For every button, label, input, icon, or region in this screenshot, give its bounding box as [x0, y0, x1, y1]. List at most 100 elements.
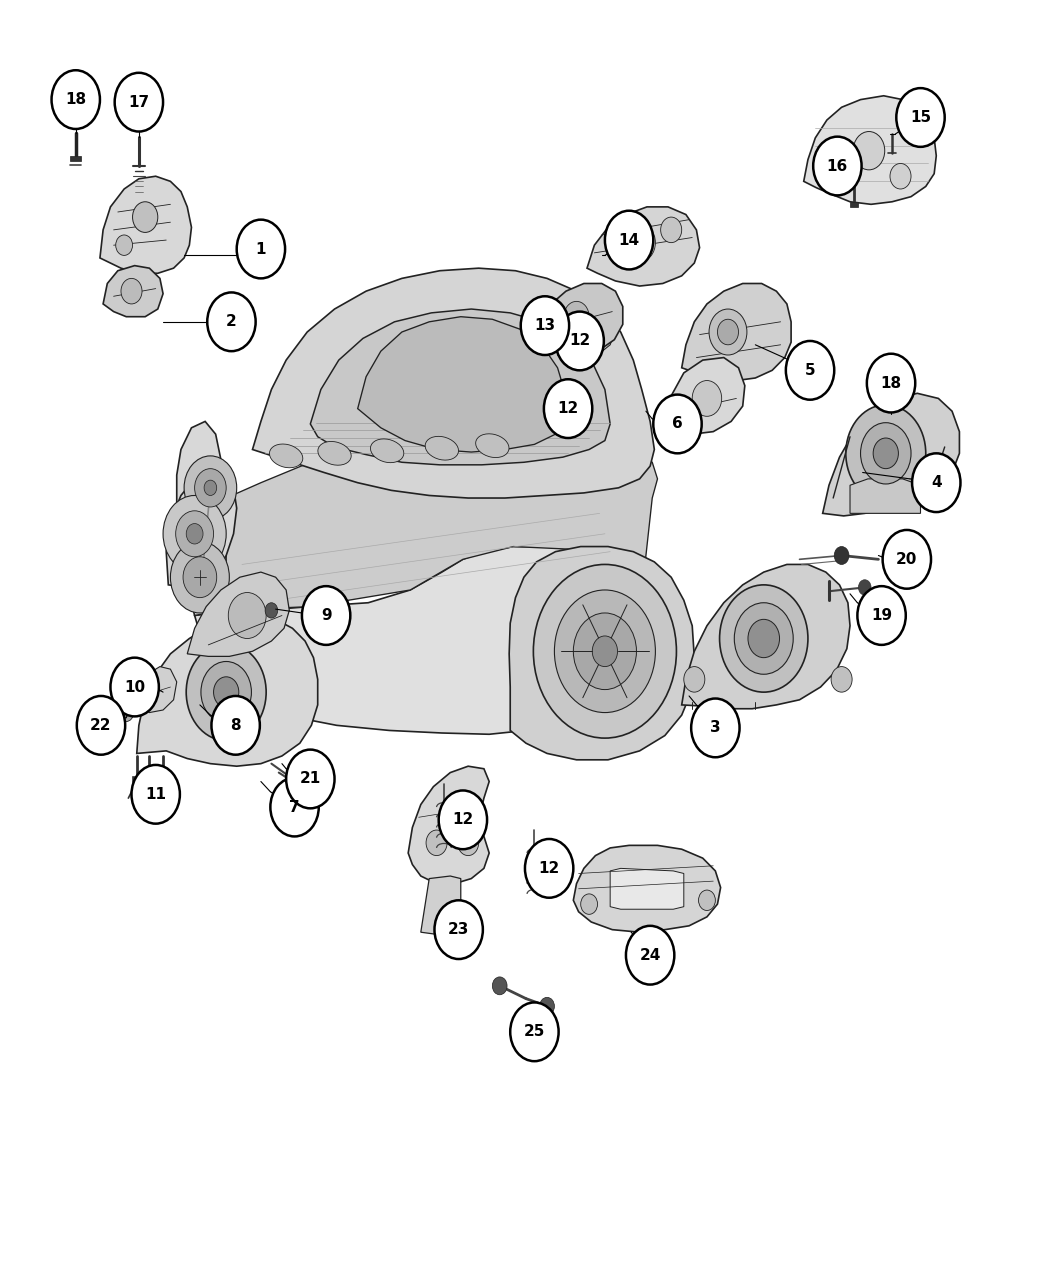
Circle shape	[709, 309, 747, 355]
Circle shape	[286, 750, 335, 808]
Polygon shape	[587, 207, 700, 286]
Circle shape	[132, 765, 180, 824]
Text: 17: 17	[128, 94, 149, 110]
Circle shape	[691, 699, 740, 757]
Circle shape	[265, 603, 278, 618]
Polygon shape	[132, 776, 142, 782]
Text: 10: 10	[124, 679, 145, 695]
Circle shape	[434, 900, 483, 959]
Circle shape	[861, 423, 911, 484]
Circle shape	[699, 890, 715, 911]
Circle shape	[119, 704, 134, 722]
Ellipse shape	[476, 434, 509, 457]
Circle shape	[883, 530, 931, 589]
Text: 11: 11	[145, 787, 166, 802]
Circle shape	[786, 341, 834, 400]
Polygon shape	[887, 434, 897, 439]
Circle shape	[492, 977, 507, 995]
Polygon shape	[166, 472, 237, 587]
Circle shape	[170, 541, 229, 613]
Polygon shape	[158, 776, 168, 782]
Text: 20: 20	[896, 552, 917, 567]
Polygon shape	[850, 479, 920, 513]
Circle shape	[684, 667, 705, 692]
Text: 18: 18	[65, 92, 86, 107]
Circle shape	[858, 580, 871, 595]
Polygon shape	[310, 309, 610, 465]
Ellipse shape	[318, 442, 351, 465]
Circle shape	[207, 292, 256, 351]
Polygon shape	[682, 283, 791, 381]
Text: 13: 13	[534, 318, 555, 333]
Polygon shape	[100, 176, 191, 273]
Circle shape	[525, 839, 573, 898]
Circle shape	[592, 636, 618, 667]
Circle shape	[564, 301, 589, 332]
Circle shape	[195, 469, 226, 507]
Circle shape	[286, 774, 299, 789]
Circle shape	[605, 211, 653, 269]
Circle shape	[626, 926, 674, 985]
Circle shape	[302, 586, 350, 645]
Text: 1: 1	[256, 241, 266, 257]
Circle shape	[186, 524, 203, 544]
Circle shape	[890, 163, 911, 189]
Polygon shape	[665, 358, 745, 434]
Text: 14: 14	[619, 232, 640, 248]
Polygon shape	[103, 266, 163, 317]
Polygon shape	[187, 572, 289, 656]
Circle shape	[116, 235, 133, 255]
Text: 12: 12	[558, 401, 579, 416]
Circle shape	[896, 88, 945, 147]
Ellipse shape	[269, 444, 303, 467]
Polygon shape	[177, 421, 226, 616]
Text: 22: 22	[90, 718, 112, 733]
Circle shape	[176, 511, 214, 557]
Polygon shape	[144, 776, 155, 782]
Text: 7: 7	[289, 799, 300, 815]
Text: 21: 21	[300, 771, 321, 787]
Circle shape	[573, 613, 636, 690]
Circle shape	[912, 453, 960, 512]
Circle shape	[214, 677, 239, 707]
Circle shape	[831, 667, 852, 692]
Circle shape	[653, 395, 702, 453]
Circle shape	[186, 644, 266, 741]
Circle shape	[228, 593, 266, 638]
Ellipse shape	[425, 437, 459, 460]
Circle shape	[211, 696, 260, 755]
Circle shape	[426, 830, 447, 856]
Polygon shape	[70, 156, 81, 161]
Polygon shape	[358, 317, 566, 452]
Circle shape	[873, 438, 898, 469]
Text: 25: 25	[524, 1024, 545, 1039]
Polygon shape	[804, 96, 936, 204]
Polygon shape	[823, 393, 959, 516]
Circle shape	[237, 220, 285, 278]
Circle shape	[201, 661, 251, 723]
Circle shape	[581, 894, 598, 914]
Polygon shape	[135, 667, 177, 713]
Circle shape	[204, 480, 217, 495]
Text: 16: 16	[827, 158, 848, 174]
Text: 3: 3	[710, 720, 721, 736]
Circle shape	[555, 312, 604, 370]
Circle shape	[554, 590, 655, 713]
Circle shape	[624, 223, 655, 262]
Circle shape	[867, 354, 915, 412]
Circle shape	[717, 319, 739, 345]
Text: 5: 5	[805, 363, 815, 378]
Circle shape	[846, 405, 926, 502]
Polygon shape	[534, 283, 623, 355]
Circle shape	[115, 73, 163, 132]
Circle shape	[163, 495, 226, 572]
Circle shape	[510, 1002, 559, 1061]
Text: 9: 9	[321, 608, 331, 623]
Circle shape	[270, 778, 319, 836]
Text: 24: 24	[640, 948, 661, 963]
Circle shape	[720, 585, 808, 692]
Text: 8: 8	[230, 718, 241, 733]
Circle shape	[458, 830, 479, 856]
Text: 23: 23	[448, 922, 469, 937]
Circle shape	[692, 381, 722, 416]
